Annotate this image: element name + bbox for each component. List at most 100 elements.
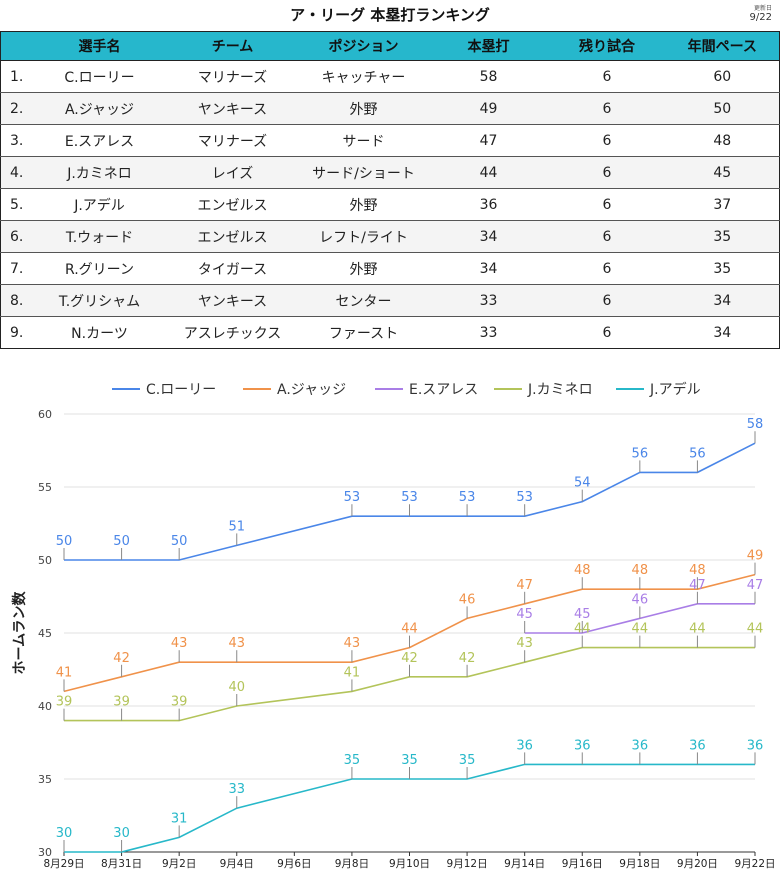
table-row: 6. T.ウォード エンゼルス レフト/ライト 34 6 35 bbox=[0, 220, 780, 253]
cell-player: A.ジャッジ bbox=[32, 92, 167, 125]
column-header-player: 選手名 bbox=[32, 31, 167, 61]
cell-position: 外野 bbox=[298, 188, 429, 221]
cell-player: N.カーツ bbox=[71, 325, 128, 342]
cell-player: J.アデル bbox=[32, 188, 167, 221]
cell-remaining: 6 bbox=[548, 220, 666, 253]
cell-remaining: 6 bbox=[548, 284, 666, 317]
cell-rank: 5. bbox=[0, 188, 33, 221]
data-label: 41 bbox=[344, 665, 361, 680]
cell-pace: 37 bbox=[665, 188, 780, 221]
legend-entry: A.ジャッジ bbox=[277, 382, 346, 398]
data-label: 56 bbox=[632, 446, 649, 461]
data-label: 45 bbox=[574, 607, 591, 622]
data-label: 53 bbox=[516, 490, 533, 505]
y-tick-label: 40 bbox=[38, 700, 52, 713]
cell-rank: 9. bbox=[10, 324, 24, 341]
cell-player: R.グリーン bbox=[32, 252, 167, 285]
data-label: 36 bbox=[689, 738, 706, 753]
cell-position: 外野 bbox=[298, 92, 429, 125]
cell-team: マリナーズ bbox=[166, 60, 299, 93]
data-label: 45 bbox=[516, 607, 533, 622]
series-line bbox=[64, 442, 756, 561]
data-label: 36 bbox=[516, 738, 533, 753]
table-row: 5. J.アデル エンゼルス 外野 36 6 37 bbox=[0, 188, 780, 221]
table-row: 1. C.ローリー マリナーズ キャッチャー 58 6 60 bbox=[0, 60, 780, 93]
y-tick-label: 60 bbox=[38, 408, 52, 421]
cell-remaining: 6 bbox=[602, 324, 612, 341]
column-header-position: ポジション bbox=[298, 31, 429, 61]
page-title: ア・リーグ 本塁打ランキング bbox=[290, 6, 490, 24]
column-header-rank bbox=[0, 31, 33, 61]
cell-team: エンゼルス bbox=[166, 220, 299, 253]
data-label: 35 bbox=[401, 753, 418, 768]
cell-rank: 2. bbox=[0, 92, 33, 125]
cell-team: アスレチックス bbox=[183, 325, 282, 342]
data-label: 36 bbox=[747, 738, 764, 753]
data-label: 47 bbox=[516, 578, 533, 593]
data-label: 42 bbox=[401, 651, 418, 666]
cell-homeruns: 44 bbox=[428, 156, 549, 189]
data-label: 42 bbox=[459, 651, 476, 666]
data-label: 44 bbox=[689, 622, 706, 637]
data-label: 35 bbox=[459, 753, 476, 768]
x-tick-label: 9月16日 bbox=[562, 858, 603, 870]
cell-homeruns: 34 bbox=[428, 252, 549, 285]
cell-team: マリナーズ bbox=[166, 124, 299, 157]
y-tick-label: 45 bbox=[38, 627, 52, 640]
x-tick-label: 9月10日 bbox=[389, 858, 430, 870]
data-label: 39 bbox=[113, 695, 130, 710]
data-label: 41 bbox=[56, 665, 73, 680]
legend-entry: C.ローリー bbox=[146, 382, 216, 398]
cell-remaining: 6 bbox=[548, 60, 666, 93]
cell-pace: 34 bbox=[713, 324, 732, 341]
data-label: 58 bbox=[747, 417, 764, 432]
x-tick-label: 9月8日 bbox=[335, 858, 369, 870]
cell-rank: 7. bbox=[0, 252, 33, 285]
data-label: 48 bbox=[632, 563, 649, 578]
data-label: 46 bbox=[459, 592, 476, 607]
column-header-pace: 年間ペース bbox=[665, 31, 780, 61]
y-tick-label: 35 bbox=[38, 773, 52, 786]
x-tick-label: 9月6日 bbox=[277, 858, 311, 870]
cell-remaining: 6 bbox=[548, 92, 666, 125]
data-label: 48 bbox=[689, 563, 706, 578]
cell-remaining: 6 bbox=[548, 156, 666, 189]
cell-homeruns: 47 bbox=[428, 124, 549, 157]
data-label: 43 bbox=[344, 636, 361, 651]
cell-player: T.ウォード bbox=[32, 220, 167, 253]
data-label: 47 bbox=[689, 578, 706, 593]
legend-entry: E.スアレス bbox=[409, 382, 478, 398]
cell-homeruns: 33 bbox=[479, 324, 498, 341]
data-label: 50 bbox=[56, 534, 73, 549]
cell-player: J.カミネロ bbox=[32, 156, 167, 189]
data-label: 30 bbox=[56, 826, 73, 841]
y-axis-label: ホームラン数 bbox=[11, 591, 28, 675]
y-tick-label: 55 bbox=[38, 481, 52, 494]
legend-entry: J.アデル bbox=[649, 381, 701, 398]
data-label: 39 bbox=[56, 695, 73, 710]
cell-pace: 60 bbox=[665, 60, 780, 93]
table-row: 7. R.グリーン タイガース 外野 34 6 35 bbox=[0, 252, 780, 285]
x-tick-label: 9月20日 bbox=[677, 858, 718, 870]
data-label: 30 bbox=[113, 826, 130, 841]
data-label: 46 bbox=[632, 592, 649, 607]
cell-pace: 50 bbox=[665, 92, 780, 125]
cell-homeruns: 34 bbox=[428, 220, 549, 253]
cell-homeruns: 58 bbox=[428, 60, 549, 93]
table-row: 8. T.グリシャム ヤンキース センター 33 6 34 bbox=[0, 284, 780, 317]
x-tick-label: 9月22日 bbox=[734, 858, 775, 870]
cell-pace: 35 bbox=[665, 252, 780, 285]
cell-homeruns: 49 bbox=[428, 92, 549, 125]
cell-position: ファースト bbox=[328, 325, 399, 342]
table-row: 2. A.ジャッジ ヤンキース 外野 49 6 50 bbox=[0, 92, 780, 125]
data-label: 44 bbox=[632, 622, 649, 637]
data-label: 42 bbox=[113, 651, 130, 666]
updated-value: 9/22 bbox=[749, 12, 772, 23]
cell-team: ヤンキース bbox=[166, 284, 299, 317]
updated-date: 更新日 9/22 bbox=[750, 6, 772, 23]
table-row: 3. E.スアレス マリナーズ サード 47 6 48 bbox=[0, 124, 780, 157]
data-label: 47 bbox=[747, 578, 764, 593]
cell-remaining: 6 bbox=[548, 124, 666, 157]
cell-player: T.グリシャム bbox=[32, 284, 167, 317]
data-label: 53 bbox=[459, 490, 476, 505]
